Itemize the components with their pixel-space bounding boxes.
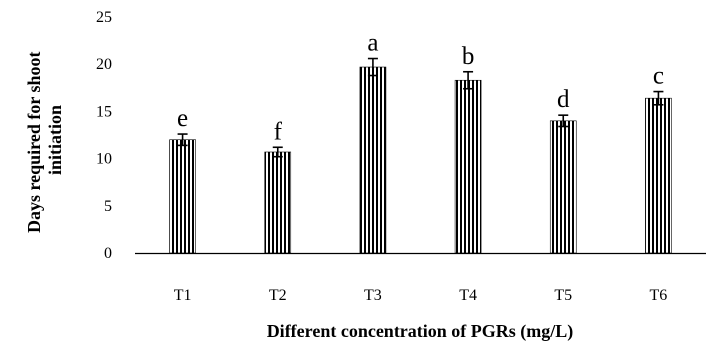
x-tick-label: T3 bbox=[364, 287, 382, 304]
x-axis-ticks: T1 T2 T3 T4 T5 T6 bbox=[174, 287, 668, 304]
y-tick-label: 20 bbox=[96, 56, 112, 73]
bar bbox=[169, 139, 196, 254]
x-axis-title: Different concentration of PGRs (mg/L) bbox=[267, 321, 574, 342]
y-axis-ticks: 0 5 10 15 20 25 bbox=[96, 9, 112, 262]
bar bbox=[359, 66, 387, 254]
y-tick-label: 5 bbox=[104, 198, 112, 215]
x-tick-label: T1 bbox=[174, 287, 192, 304]
x-tick-label: T2 bbox=[269, 287, 287, 304]
y-tick-label: 10 bbox=[96, 151, 112, 168]
x-tick-label: T5 bbox=[554, 287, 572, 304]
significance-letter: c bbox=[653, 63, 664, 90]
significance-letter: d bbox=[557, 86, 570, 113]
y-tick-label: 25 bbox=[96, 9, 112, 26]
y-axis-title: Days required for shoot initiation bbox=[24, 47, 65, 233]
bar bbox=[264, 151, 292, 254]
y-axis-title-line-1: Days required for shoot bbox=[24, 51, 44, 233]
x-tick-label: T6 bbox=[650, 287, 668, 304]
significance-letter: e bbox=[177, 105, 188, 132]
bars: e f a b d c bbox=[169, 30, 672, 254]
bar bbox=[549, 120, 577, 254]
y-tick-label: 15 bbox=[96, 103, 112, 120]
x-tick-label: T4 bbox=[459, 287, 477, 304]
significance-letter: b bbox=[462, 43, 475, 70]
y-tick-label: 0 bbox=[104, 245, 112, 262]
y-axis-title-line-2: initiation bbox=[45, 105, 65, 175]
bar bbox=[454, 79, 482, 254]
significance-letter: f bbox=[274, 118, 283, 145]
bar bbox=[645, 97, 672, 254]
significance-letter: a bbox=[367, 30, 378, 57]
